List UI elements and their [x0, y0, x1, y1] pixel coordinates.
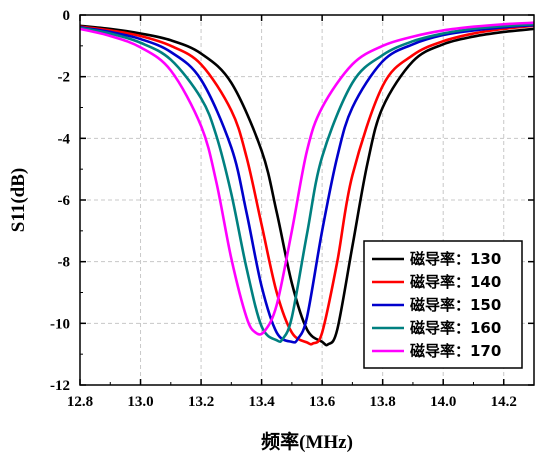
y-tick-label: -2: [58, 70, 71, 86]
series-line-1: [79, 24, 535, 347]
y-tick-label: -4: [58, 131, 71, 147]
y-tick-label: -10: [50, 316, 70, 332]
x-tick-label: 14.0: [430, 394, 456, 410]
legend-label: 磁导率：140: [410, 273, 501, 291]
series-lines: [79, 21, 535, 347]
legend-label: 磁导率：150: [410, 296, 501, 314]
x-tick-label: 13.6: [309, 394, 336, 410]
x-tick-label: 12.8: [67, 394, 93, 410]
x-tick-label: 13.8: [370, 394, 396, 410]
y-tick-label: -8: [58, 255, 71, 271]
axis-ticks: 12.8 13.0 13.2 13.4 13.6 13.8 14.0 14.2 0 -2 -4 -6 -…: [50, 8, 535, 410]
x-axis-label: 频率(MHz): [261, 430, 353, 453]
x-tick-label: 13.4: [248, 394, 275, 410]
x-tick-label: 14.2: [491, 394, 517, 410]
series-line-4: [79, 22, 535, 344]
y-tick-label: -12: [50, 378, 70, 394]
series-line-2: [79, 24, 535, 346]
series-line-3: [79, 23, 535, 344]
x-tick-label: 13.2: [188, 394, 214, 410]
legend: 磁导率：130 磁导率：140 磁导率：150 磁导率：160 磁导率：170: [363, 240, 523, 369]
legend-label: 磁导率：160: [410, 319, 501, 337]
series-line-5: [79, 21, 535, 336]
y-tick-label: 0: [63, 8, 71, 24]
legend-label: 磁导率：130: [410, 250, 501, 268]
y-axis-label: S11(dB): [8, 168, 29, 232]
legend-label: 磁导率：170: [410, 342, 501, 360]
x-tick-label: 13.0: [127, 394, 153, 410]
y-tick-label: -6: [58, 193, 71, 209]
